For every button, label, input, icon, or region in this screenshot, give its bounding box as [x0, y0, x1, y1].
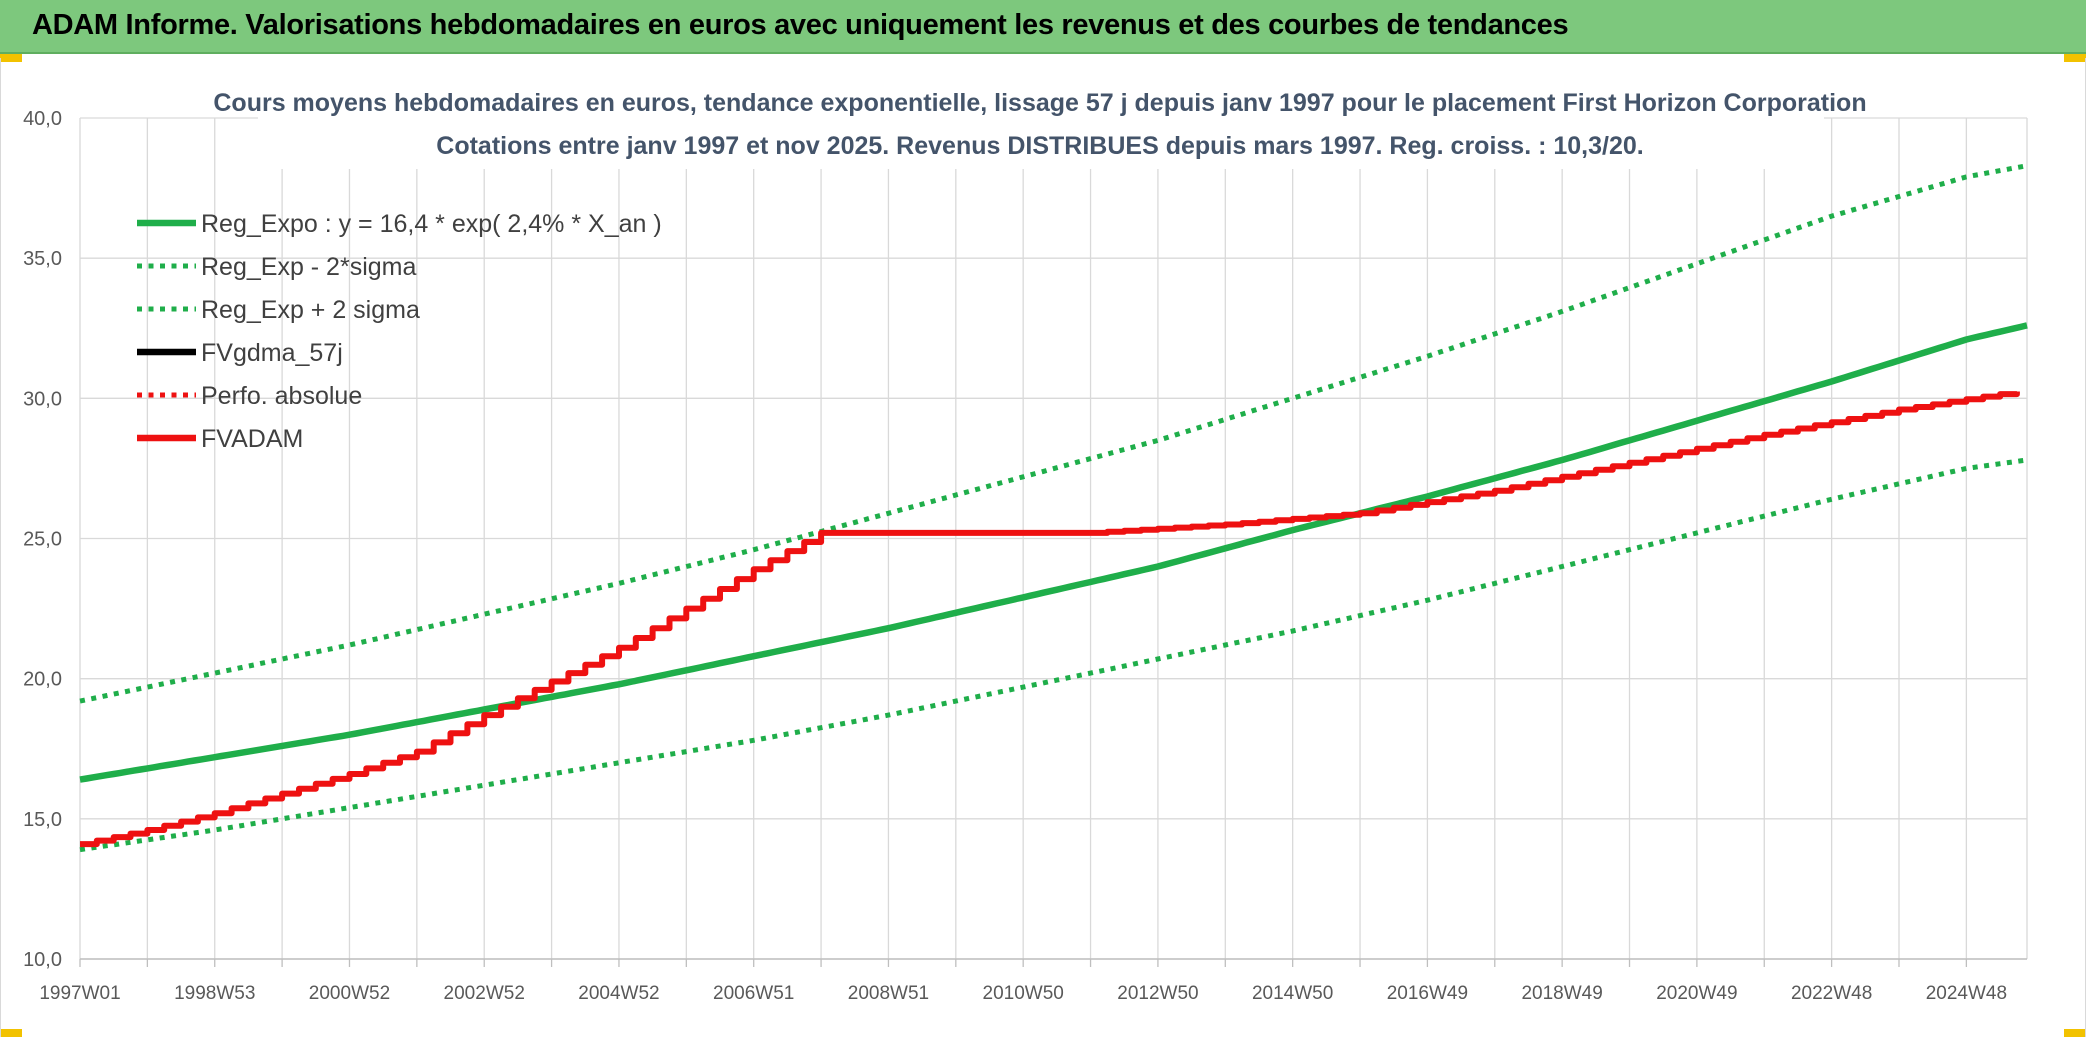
- y-tick-label: 30,0: [23, 388, 62, 410]
- series-line-1: [79, 457, 2028, 853]
- legend-item: Reg_Exp + 2 sigma: [137, 296, 420, 324]
- report-title: ADAM Informe. Valorisations hebdomadaire…: [32, 9, 1569, 41]
- legend-item: FVADAM: [137, 425, 303, 453]
- series-line-2: [79, 163, 2028, 704]
- y-tick-label: 25,0: [23, 529, 62, 551]
- series-line-5: [80, 391, 2020, 848]
- x-tick-label: 2018W49: [1521, 983, 1602, 1004]
- y-tick-label: 15,0: [23, 809, 62, 831]
- chart-title: Cours moyens hebdomadaires en euros, ten…: [213, 89, 1866, 117]
- x-tick-label: 2002W52: [444, 983, 525, 1004]
- chart-subtitle: Cotations entre janv 1997 et nov 2025. R…: [436, 132, 1643, 160]
- legend-item: Reg_Exp - 2*sigma: [137, 253, 416, 281]
- x-tick-label: 2010W50: [983, 983, 1064, 1004]
- x-tick-label: 2024W48: [1926, 983, 2007, 1004]
- legend-item: Reg_Expo : y = 16,4 * exp( 2,4% * X_an ): [137, 210, 662, 238]
- legend-label: Reg_Expo : y = 16,4 * exp( 2,4% * X_an ): [201, 210, 662, 238]
- corner-mark-top-right: [2064, 54, 2086, 62]
- corner-mark-top-left: [0, 54, 22, 62]
- x-tick-label: 2006W51: [713, 983, 794, 1004]
- x-tick-label: 2000W52: [309, 983, 390, 1004]
- legend-item: Perfo. absolue: [137, 382, 362, 410]
- x-tick-label: 2004W52: [578, 983, 659, 1004]
- corner-mark-bottom-left: [0, 1029, 22, 1037]
- legend-label: Reg_Exp + 2 sigma: [201, 296, 420, 324]
- y-tick-label: 40,0: [23, 108, 62, 130]
- y-tick-label: 20,0: [23, 669, 62, 691]
- x-tick-label: 2008W51: [848, 983, 929, 1004]
- legend-label: Reg_Exp - 2*sigma: [201, 253, 416, 281]
- x-tick-label: 2012W50: [1117, 983, 1198, 1004]
- y-tick-label: 10,0: [23, 949, 62, 971]
- report-banner: ADAM Informe. Valorisations hebdomadaire…: [0, 0, 2086, 54]
- x-tick-label: 2022W48: [1791, 983, 1872, 1004]
- legend-label: Perfo. absolue: [201, 382, 362, 410]
- legend-label: FVADAM: [201, 425, 303, 453]
- series-line-0: [79, 322, 2028, 783]
- y-tick-label: 35,0: [23, 248, 62, 270]
- x-tick-label: 1997W01: [39, 983, 120, 1004]
- x-tick-label: 2014W50: [1252, 983, 1333, 1004]
- x-tick-label: 2016W49: [1387, 983, 1468, 1004]
- corner-mark-bottom-right: [2064, 1029, 2086, 1037]
- legend-label: FVgdma_57j: [201, 339, 343, 367]
- x-tick-label: 1998W53: [174, 983, 255, 1004]
- legend: Reg_Expo : y = 16,4 * exp( 2,4% * X_an )…: [137, 210, 662, 453]
- title-background: [258, 83, 1824, 169]
- legend-item: FVgdma_57j: [137, 339, 343, 367]
- x-tick-label: 2020W49: [1656, 983, 1737, 1004]
